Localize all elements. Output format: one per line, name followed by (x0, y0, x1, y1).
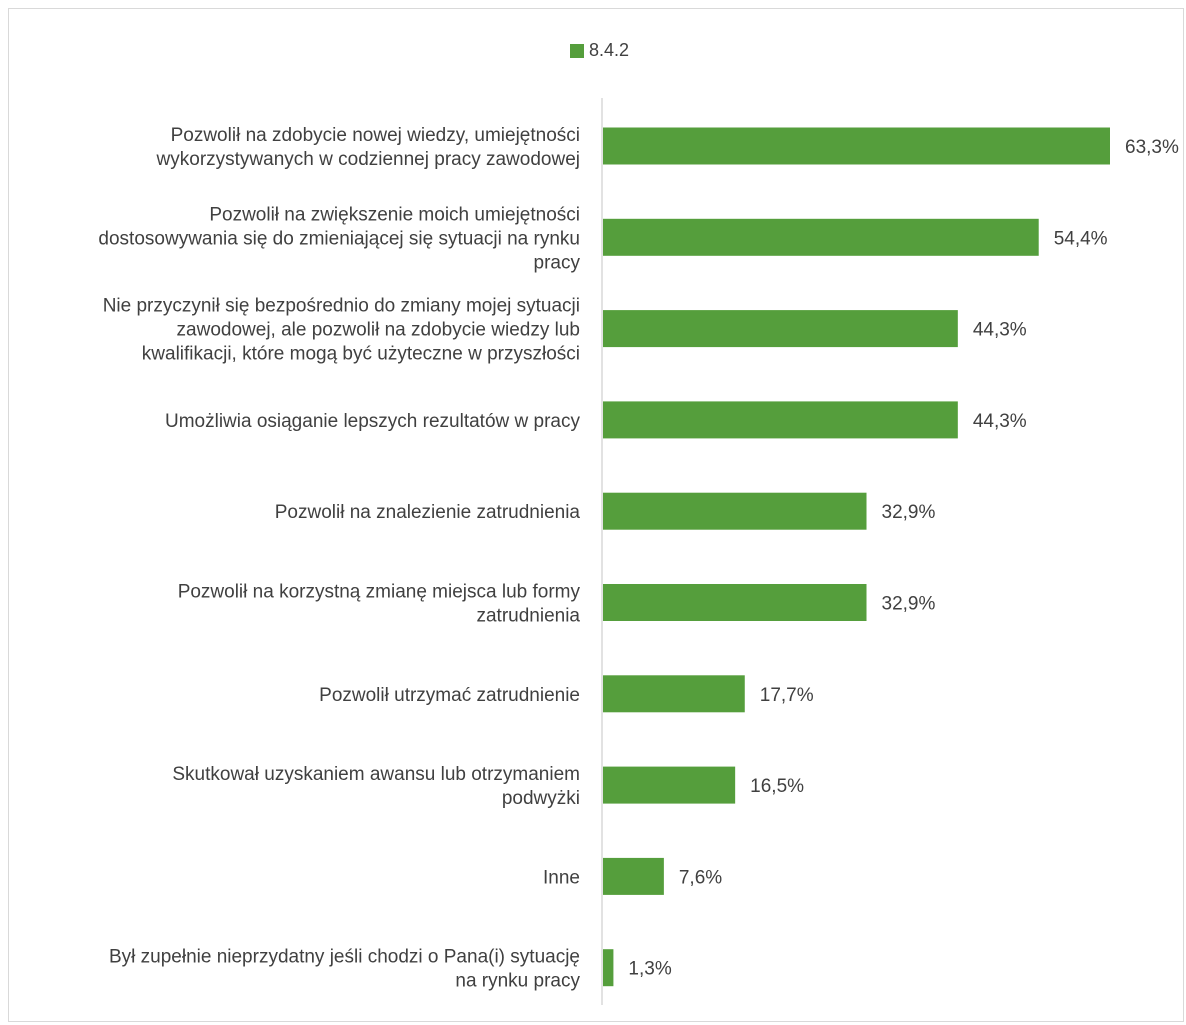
category-label-8-line-0: Inne (543, 867, 580, 888)
data-label-0: 63,3% (1125, 137, 1179, 158)
data-label-7: 16,5% (750, 776, 804, 797)
category-label-5-line-1: zatrudnienia (476, 606, 580, 627)
data-label-2: 44,3% (973, 320, 1027, 341)
bar-0 (603, 127, 1110, 165)
data-label-4: 32,9% (882, 502, 936, 523)
category-label-1-line-2: pracy (534, 252, 581, 273)
bar-9 (603, 949, 614, 987)
data-label-1: 54,4% (1054, 228, 1108, 249)
category-label-9-line-1: na rynku pracy (455, 971, 580, 992)
category-label-0-line-0: Pozwolił na zdobycie nowej wiedzy, umiej… (171, 125, 580, 146)
category-label-7-line-1: podwyżki (502, 788, 580, 809)
data-label-5: 32,9% (882, 594, 936, 615)
category-label-4-line-0: Pozwolił na znalezienie zatrudnienia (275, 502, 581, 523)
category-label-0-line-1: wykorzystywanych w codziennej pracy zawo… (156, 149, 580, 170)
bar-5 (603, 584, 867, 621)
category-label-2-line-1: zawodowej, ale pozwolił na zdobycie wied… (177, 320, 580, 341)
bar-4 (603, 492, 867, 530)
category-label-2-line-0: Nie przyczynił się bezpośrednio do zmian… (103, 296, 580, 317)
category-label-5-line-0: Pozwolił na korzystną zmianę miejsca lub… (178, 582, 581, 603)
chart-frame (8, 8, 1184, 1022)
legend: 8.4.2 (570, 40, 629, 61)
data-label-9: 1,3% (628, 959, 671, 980)
legend-swatch (570, 43, 584, 58)
legend-label: 8.4.2 (589, 40, 630, 60)
data-label-3: 44,3% (973, 411, 1027, 432)
category-label-7-line-0: Skutkował uzyskaniem awansu lub otrzyman… (172, 764, 580, 785)
bar-6 (603, 675, 745, 713)
category-label-6-line-0: Pozwolił utrzymać zatrudnienie (319, 685, 580, 706)
data-label-6: 17,7% (760, 685, 814, 706)
category-label-1-line-0: Pozwolił na zwiększenie moich umiejętnoś… (209, 204, 580, 225)
data-label-8: 7,6% (679, 867, 722, 888)
category-label-1-line-1: dostosowywania się do zmieniającej się s… (98, 228, 580, 249)
bar-1 (603, 218, 1039, 256)
category-label-9-line-0: Był zupełnie nieprzydatny jeśli chodzi o… (109, 947, 580, 968)
bar-2 (603, 310, 958, 348)
bar-3 (603, 401, 958, 439)
bar-7 (603, 766, 736, 804)
category-label-3-line-0: Umożliwia osiąganie lepszych rezultatów … (165, 411, 581, 432)
category-label-2-line-2: kwalifikacji, które mogą być użyteczne w… (142, 344, 580, 365)
bar-8 (603, 857, 664, 895)
